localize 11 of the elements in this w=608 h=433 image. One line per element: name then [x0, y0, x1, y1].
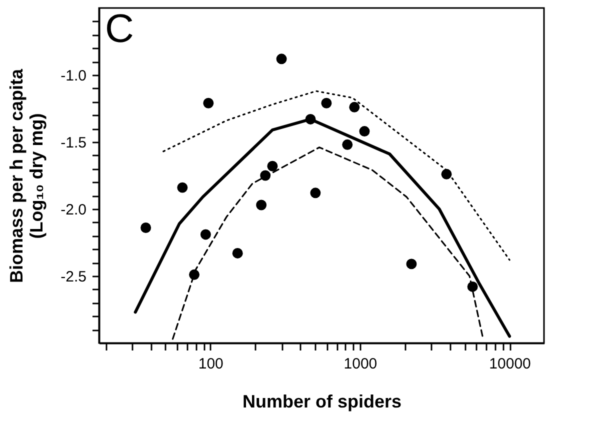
text: Biomass per h per capita	[6, 68, 27, 284]
x-tick-label: 100	[198, 356, 224, 372]
y-tick-label: -1.0	[60, 68, 86, 84]
x-tick-label: 10000	[489, 356, 531, 372]
x-axis-title: Number of spiders	[242, 392, 402, 412]
text: (Log₁₀ dry mg)	[26, 113, 47, 239]
x-tick-label: 1000	[344, 356, 378, 372]
y-tick-label: -1.5	[60, 134, 86, 152]
annotation: C	[105, 7, 134, 51]
y-tick-label: -2.5	[60, 268, 86, 286]
y-tick-label: -2.0	[60, 202, 86, 218]
